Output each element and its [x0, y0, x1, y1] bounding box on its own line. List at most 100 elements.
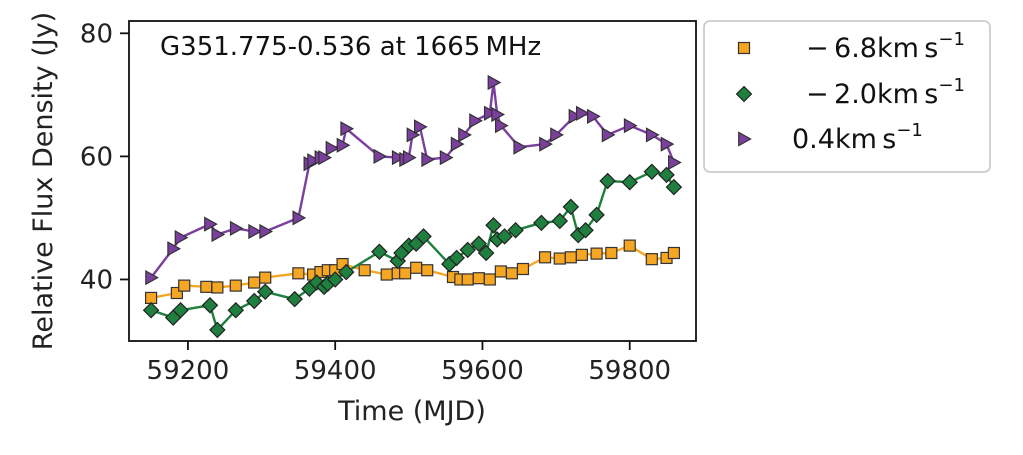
- series-2-point: [256, 283, 274, 301]
- series-1-point: [248, 276, 261, 289]
- series-1-point: [200, 280, 213, 293]
- series-2-point: [308, 274, 326, 291]
- series-2-point: [599, 172, 616, 190]
- series-2-point: [485, 217, 502, 234]
- series-3-point: [458, 127, 472, 143]
- series-3-point: [660, 136, 675, 152]
- series-3-point: [167, 241, 182, 257]
- series-3-point: [623, 117, 638, 134]
- chart-title: G351.775-0.536 at 1665 MHz: [160, 32, 541, 62]
- x-tick-label: 59400: [294, 356, 377, 386]
- series-1-point: [483, 273, 496, 286]
- series-2-point: [470, 235, 488, 253]
- series-3-point: [575, 105, 590, 121]
- series-1-point: [645, 253, 658, 266]
- series-2-point: [245, 292, 263, 310]
- series-3-point: [211, 226, 226, 243]
- series-3-point: [325, 140, 340, 157]
- series-3-point: [340, 121, 355, 137]
- series-3-point: [568, 108, 583, 125]
- series-2-point: [448, 249, 465, 267]
- series-2-point: [588, 206, 605, 224]
- series-3-point: [494, 117, 509, 134]
- legend-marker-3: [738, 131, 752, 147]
- series-3-point: [645, 127, 660, 143]
- series-2-point: [658, 166, 675, 184]
- series-1-point: [472, 272, 485, 285]
- series-3-point: [391, 149, 406, 166]
- series-1-point: [516, 262, 530, 276]
- x-axis-label: Time (MJD): [337, 396, 486, 427]
- y-axis-label: Relative Flux Density (Jy): [28, 12, 59, 350]
- series-2-point: [621, 173, 639, 191]
- series-layer: [142, 74, 683, 339]
- series-1-point: [292, 267, 305, 280]
- series-1-point: [505, 267, 519, 280]
- legend-marker-2: [735, 85, 753, 103]
- x-axis-ticks: 59200 59400 59600 59800: [147, 341, 671, 386]
- series-3-point: [259, 223, 274, 240]
- series-3-point: [248, 223, 263, 240]
- series-2-point: [459, 241, 477, 259]
- legend-label-1: − 6.8km s−1: [806, 29, 965, 64]
- series-1-point: [170, 286, 183, 300]
- series-2-point: [496, 228, 513, 245]
- series-1-point: [564, 251, 577, 264]
- x-tick-label: 59800: [588, 356, 671, 386]
- legend-label-3: 0.4km s−1: [792, 120, 923, 155]
- series-2-point: [507, 221, 524, 239]
- series-2-point: [577, 221, 594, 239]
- series-2-point: [142, 301, 160, 319]
- series-1-point: [421, 264, 434, 277]
- series-1-point: [410, 261, 423, 274]
- x-tick-label: 59200: [147, 356, 230, 386]
- series-1-point: [538, 251, 552, 264]
- series-3-point: [336, 137, 351, 153]
- series-2-point: [172, 301, 189, 319]
- series-2-point: [201, 297, 219, 314]
- series-3-point: [204, 216, 218, 232]
- series-1-point: [211, 281, 224, 294]
- series-3-point: [601, 127, 616, 143]
- series-3-point: [402, 149, 417, 166]
- series-2-point: [286, 290, 303, 308]
- series-2-point: [477, 244, 495, 262]
- series-3-point: [307, 153, 321, 169]
- series-1-point: [494, 265, 507, 278]
- legend: − 6.8km s−1 − 2.0km s−1 0.4km s−1: [703, 20, 991, 173]
- series-3-point: [421, 151, 436, 168]
- series-1-point: [575, 248, 588, 261]
- series-2-point: [533, 214, 550, 232]
- series-1-point: [399, 267, 412, 280]
- series-3-point: [513, 139, 528, 155]
- legend-label-2: − 2.0km s−1: [806, 75, 965, 110]
- series-1-point: [178, 279, 191, 292]
- series-3-point: [439, 149, 454, 166]
- series-3-point: [450, 136, 465, 152]
- series-3-point: [469, 113, 483, 129]
- series-2-point: [643, 163, 661, 181]
- series-1-point: [358, 264, 371, 277]
- series-3-point: [587, 108, 601, 125]
- series-3-point: [318, 149, 332, 166]
- series-1-point: [590, 247, 603, 260]
- series-3-point: [145, 269, 159, 286]
- series-1-point: [229, 279, 242, 292]
- series-1-point: [553, 252, 566, 265]
- series-1-point: [461, 273, 474, 286]
- series-3-point: [373, 148, 388, 165]
- series-1-point: [144, 291, 158, 305]
- series-1: [144, 239, 681, 305]
- series-3: [145, 74, 682, 286]
- series-1-point: [667, 246, 681, 260]
- series-3-point: [292, 210, 307, 226]
- y-tick-label: 40: [80, 265, 113, 295]
- x-tick-label: 59600: [441, 356, 524, 386]
- y-axis-ticks: 40 60 80: [80, 19, 129, 295]
- series-1-point: [623, 239, 636, 252]
- series-3-point: [174, 229, 189, 246]
- series-2: [142, 163, 683, 339]
- series-1-point: [380, 268, 393, 281]
- series-2-point: [209, 321, 226, 339]
- series-1-point: [259, 271, 272, 284]
